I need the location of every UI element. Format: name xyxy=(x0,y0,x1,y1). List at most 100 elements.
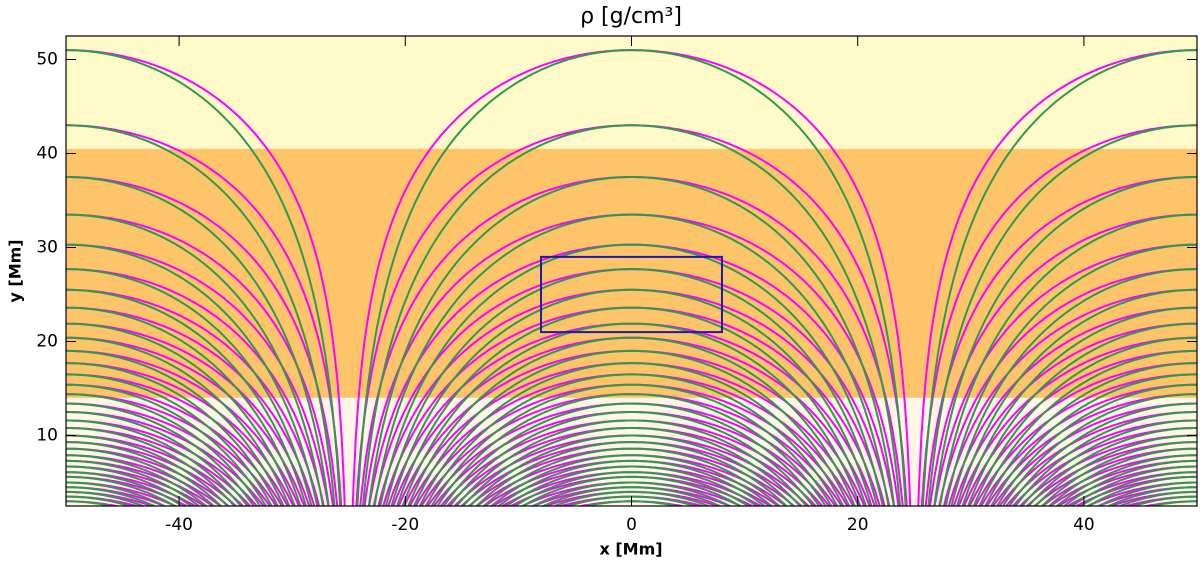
field-line xyxy=(513,471,750,506)
field-line xyxy=(468,434,795,506)
field-line xyxy=(424,373,839,506)
field-line xyxy=(66,322,296,506)
field-line xyxy=(66,306,316,506)
field-line xyxy=(373,213,890,506)
x-tick-label: -40 xyxy=(165,515,193,535)
field-lines xyxy=(66,49,1197,506)
field-line xyxy=(66,373,289,506)
field-line xyxy=(66,213,334,506)
field-line xyxy=(978,349,1197,506)
field-line xyxy=(551,490,712,506)
field-line xyxy=(66,124,343,506)
field-line xyxy=(924,176,1197,506)
field-line xyxy=(998,411,1197,506)
overlay: -40 -20 0 20 40 10 20 30 40 50 xyxy=(36,36,1197,535)
y-tick-label: 50 xyxy=(36,50,58,70)
field-line xyxy=(963,349,1197,506)
field-line xyxy=(489,454,774,506)
field-line xyxy=(407,336,856,506)
field-line xyxy=(920,124,1197,506)
x-tick-label: -20 xyxy=(391,515,419,535)
field-line xyxy=(461,427,802,506)
field-line xyxy=(1141,500,1197,506)
x-tick-label: 40 xyxy=(1073,515,1095,535)
field-line xyxy=(921,49,1197,506)
y-tick-label: 30 xyxy=(36,238,58,258)
field-line xyxy=(1008,402,1197,506)
field-line xyxy=(442,402,821,506)
field-line xyxy=(436,393,827,506)
field-line xyxy=(66,124,336,506)
field-line xyxy=(66,336,306,506)
field-line xyxy=(927,124,1197,506)
field-line xyxy=(540,486,723,506)
field-line xyxy=(66,402,255,506)
field-line xyxy=(430,383,833,506)
field-line xyxy=(917,49,1197,506)
field-line xyxy=(950,268,1197,506)
field-line xyxy=(448,411,815,506)
field-line xyxy=(929,213,1197,506)
field-line xyxy=(66,373,273,506)
field-line xyxy=(961,306,1197,506)
field-line xyxy=(418,362,845,506)
background xyxy=(66,36,1197,506)
field-line xyxy=(933,243,1197,506)
field-line xyxy=(66,268,313,506)
x-tick-label: 20 xyxy=(847,515,869,535)
field-line xyxy=(475,441,788,506)
field-line xyxy=(367,176,896,506)
y-tick-label: 10 xyxy=(36,426,58,446)
field-line xyxy=(66,349,285,506)
field-line xyxy=(947,306,1197,506)
x-tick-label: 0 xyxy=(626,515,637,535)
field-line xyxy=(990,373,1197,506)
field-line xyxy=(396,306,867,506)
field-line xyxy=(66,268,325,506)
field-line xyxy=(361,124,902,506)
field-line xyxy=(1004,419,1197,506)
y-axis-label: y [Mm] xyxy=(6,239,25,302)
plot-frame xyxy=(65,35,1198,507)
field-line xyxy=(938,268,1197,506)
field-line xyxy=(956,288,1197,506)
field-line xyxy=(944,243,1197,506)
field-line xyxy=(530,481,733,506)
field-line xyxy=(66,411,265,506)
y-tick-label: 20 xyxy=(36,332,58,352)
field-line xyxy=(66,243,319,506)
density-band xyxy=(66,148,1197,398)
field-line xyxy=(968,362,1197,506)
field-line xyxy=(482,447,781,506)
field-line xyxy=(66,49,346,506)
field-line xyxy=(66,213,324,506)
field-line xyxy=(984,362,1197,506)
field-line xyxy=(66,288,307,506)
field-line xyxy=(939,213,1197,506)
field-line xyxy=(996,383,1197,506)
field-line xyxy=(952,322,1197,506)
field-line xyxy=(957,336,1197,506)
field-line xyxy=(412,349,851,506)
field-line xyxy=(1001,393,1197,506)
field-line xyxy=(933,176,1197,506)
field-line xyxy=(497,459,767,506)
field-line xyxy=(967,322,1197,506)
field-line xyxy=(1147,500,1197,506)
y-tick-label: 40 xyxy=(36,144,58,164)
region-box xyxy=(540,255,723,334)
field-line xyxy=(66,176,339,506)
field-line xyxy=(66,322,311,506)
field-line xyxy=(66,176,330,506)
chart-title: ρ [g/cm³] xyxy=(580,4,682,29)
field-line xyxy=(520,475,743,506)
field-line xyxy=(66,362,279,506)
field-line xyxy=(66,419,259,506)
x-axis-label: x [Mm] xyxy=(599,540,662,559)
field-line xyxy=(401,322,862,506)
field-line xyxy=(504,465,759,506)
field-line xyxy=(390,288,873,506)
field-line xyxy=(974,373,1197,506)
field-line xyxy=(66,362,295,506)
